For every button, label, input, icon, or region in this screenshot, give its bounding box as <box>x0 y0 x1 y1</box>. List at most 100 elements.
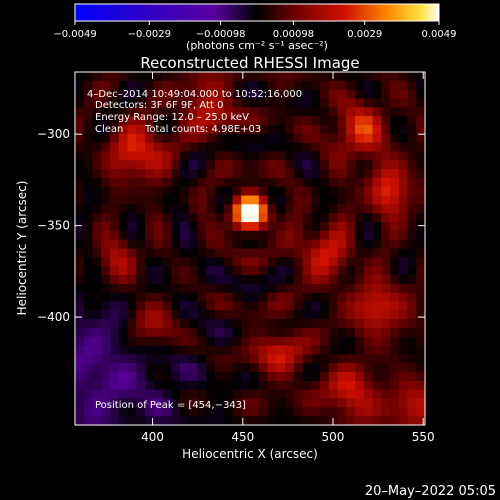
heatmap-cell <box>407 372 417 382</box>
heatmap-cell <box>276 319 286 329</box>
heatmap-cell <box>127 186 137 197</box>
heatmap-cell <box>372 160 382 170</box>
heatmap-cell <box>223 177 234 188</box>
heatmap-cell <box>337 301 347 311</box>
heatmap-cell <box>398 283 409 294</box>
heatmap-cell <box>153 230 164 241</box>
heatmap-cell <box>215 319 225 329</box>
heatmap-cell <box>145 124 155 135</box>
heatmap-cell <box>258 274 269 285</box>
heatmap-cell <box>162 80 172 91</box>
heatmap-cell <box>276 213 286 223</box>
heatmap-cell <box>250 416 260 425</box>
heatmap-cell <box>188 372 199 382</box>
heatmap-cell <box>267 213 277 223</box>
heatmap-cell <box>153 292 164 303</box>
heatmap-cell <box>197 98 207 108</box>
heatmap-cell <box>320 345 330 355</box>
heatmap-cell <box>416 151 425 161</box>
heatmap-cell <box>390 195 400 205</box>
heatmap-cell <box>83 177 94 188</box>
heatmap-cell <box>302 283 312 294</box>
heatmap-cell <box>92 345 102 355</box>
heatmap-cell <box>407 336 417 347</box>
heatmap-cell <box>162 230 172 241</box>
heatmap-cell <box>381 248 391 258</box>
heatmap-cell <box>206 107 216 117</box>
heatmap-cell <box>145 142 155 153</box>
heatmap-cell <box>346 345 356 355</box>
heatmap-cell <box>180 292 190 303</box>
heatmap-cell <box>75 248 85 258</box>
heatmap-cell <box>363 133 374 144</box>
heatmap-cell <box>407 230 417 241</box>
heatmap-cell <box>232 72 242 82</box>
heatmap-cell <box>188 89 199 100</box>
heatmap-cell <box>241 345 251 355</box>
heatmap-cell <box>206 336 216 347</box>
heatmap-cell <box>188 398 199 408</box>
heatmap-cell <box>92 301 102 311</box>
heatmap-cell <box>180 266 190 276</box>
heatmap-cell <box>337 116 347 126</box>
heatmap-cell <box>381 186 391 197</box>
heatmap-cell <box>346 274 356 285</box>
heatmap-cell <box>390 310 400 320</box>
heatmap-cell <box>180 257 190 267</box>
heatmap-cell <box>276 283 286 294</box>
heatmap-cell <box>180 133 190 144</box>
heatmap-cell <box>153 133 164 144</box>
heatmap-cell <box>311 186 321 197</box>
heatmap-cell <box>188 142 199 153</box>
heatmap-cell <box>320 354 330 364</box>
heatmap-cell <box>197 177 207 188</box>
heatmap-cell <box>258 133 269 144</box>
heatmap-cell <box>355 380 365 391</box>
heatmap-cell <box>83 363 94 373</box>
heatmap-cell <box>337 177 347 188</box>
heatmap-cell <box>416 239 425 250</box>
heatmap-cell <box>381 98 391 108</box>
heatmap-cell <box>381 407 391 417</box>
heatmap-cell <box>328 372 339 382</box>
heatmap-cell <box>302 248 312 258</box>
colorbar-tick-label: 0.00098 <box>273 29 314 40</box>
heatmap-cell <box>127 257 137 267</box>
heatmap-cell <box>250 389 260 400</box>
heatmap-cell <box>390 301 400 311</box>
heatmap-cell <box>92 98 102 108</box>
heatmap-cell <box>390 204 400 214</box>
heatmap-cell <box>92 89 102 100</box>
heatmap-cell <box>355 398 365 408</box>
heatmap-cell <box>381 80 391 91</box>
heatmap-cell <box>302 230 312 241</box>
heatmap-cell <box>328 151 339 161</box>
heatmap-cell <box>197 133 207 144</box>
heatmap-cell <box>92 407 102 417</box>
heatmap-cell <box>136 133 146 144</box>
heatmap-cell <box>293 283 304 294</box>
heatmap-cell <box>390 257 400 267</box>
heatmap-cell <box>267 116 277 126</box>
heatmap-cell <box>337 133 347 144</box>
heatmap-cell <box>241 169 251 179</box>
heatmap-cell <box>398 327 409 338</box>
heatmap-cell <box>206 72 216 82</box>
heatmap-cell <box>250 124 260 135</box>
heatmap-cell <box>197 380 207 391</box>
heatmap-cell <box>215 98 225 108</box>
heatmap-cell <box>355 204 365 214</box>
heatmap-cell <box>407 160 417 170</box>
heatmap-cell <box>285 301 295 311</box>
heatmap-cell <box>223 310 234 320</box>
heatmap-cell <box>171 222 181 232</box>
heatmap-cell <box>223 160 234 170</box>
heatmap-cell <box>75 133 85 144</box>
heatmap-cell <box>267 266 277 276</box>
heatmap-cell <box>127 72 137 82</box>
heatmap-cell <box>215 160 225 170</box>
heatmap-cell <box>197 398 207 408</box>
heatmap-cell <box>381 169 391 179</box>
x-tick-label: 550 <box>412 430 435 444</box>
heatmap-cell <box>241 389 251 400</box>
